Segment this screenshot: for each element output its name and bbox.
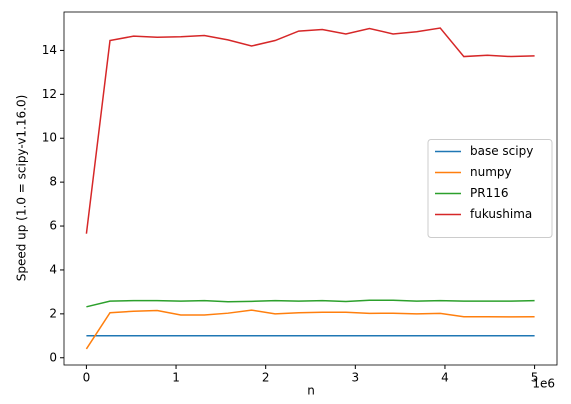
y-tick-label: 12 xyxy=(42,87,57,101)
y-tick-label: 10 xyxy=(42,131,57,145)
legend-label: numpy xyxy=(470,165,512,179)
x-tick-label: 5 xyxy=(531,371,539,385)
y-tick-label: 4 xyxy=(49,262,57,276)
series-line xyxy=(85,27,535,234)
legend-box xyxy=(427,139,553,238)
legend-label: base scipy xyxy=(470,144,533,158)
x-tick-label: 4 xyxy=(441,371,449,385)
y-tick-label: 6 xyxy=(49,219,57,233)
y-tick-label: 0 xyxy=(49,350,57,364)
x-axis-label: n xyxy=(307,384,315,398)
series-line xyxy=(85,309,535,350)
y-axis-label: Speed up (1.0 = scipy-v1.16.0) xyxy=(15,95,29,282)
x-tick-label: 2 xyxy=(262,371,270,385)
legend-label: fukushima xyxy=(470,207,532,221)
legend-label: PR116 xyxy=(470,186,508,200)
series-line xyxy=(86,299,535,308)
x-tick-label: 0 xyxy=(83,371,91,385)
x-tick-label: 1 xyxy=(172,371,180,385)
y-tick-label: 2 xyxy=(49,306,57,320)
x-offset-label: 1e6 xyxy=(532,377,555,391)
y-tick-label: 14 xyxy=(42,43,57,57)
plot-frame xyxy=(63,11,558,366)
y-tick-label: 8 xyxy=(49,175,57,189)
x-tick-label: 3 xyxy=(351,371,359,385)
